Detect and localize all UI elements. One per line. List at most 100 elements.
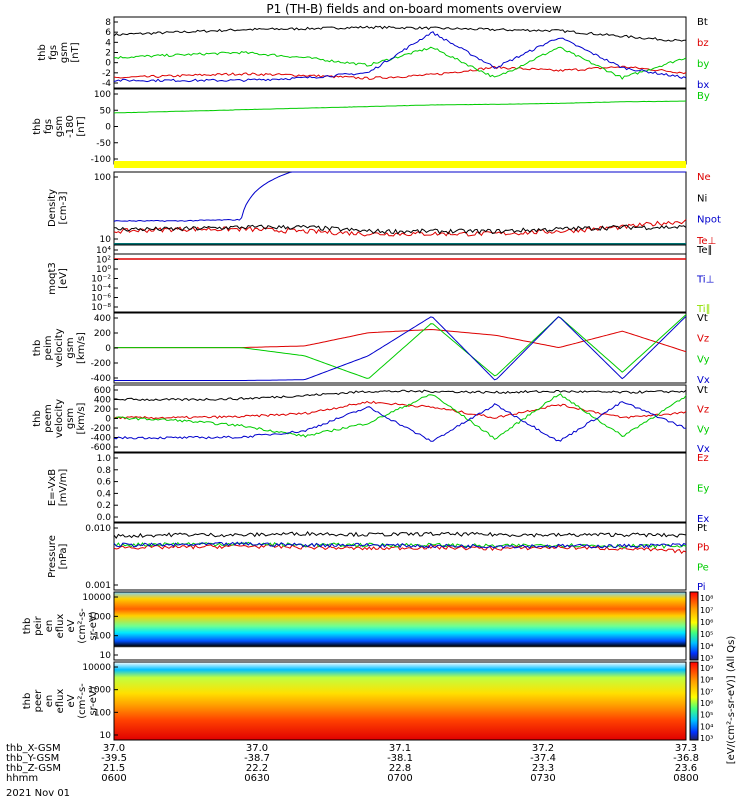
- x-tick-label: 23.3: [532, 763, 554, 774]
- legend-Vt: Vt: [697, 313, 708, 324]
- legend-Vz: Vz: [697, 405, 709, 416]
- y-axis-label: E=-VxB[mV/m]: [47, 469, 69, 507]
- series-Vz: [113, 400, 687, 420]
- x-row-label: thb_X-GSM: [6, 743, 61, 754]
- legend-Pi: Pi: [697, 582, 706, 593]
- colorbar: [689, 591, 699, 661]
- y-tick-label: 10⁻⁶: [91, 294, 111, 304]
- panel-frame: [113, 591, 687, 661]
- series-Vx: [114, 315, 687, 381]
- y-tick-label: 10: [100, 235, 112, 245]
- legend-Bt: Bt: [697, 17, 708, 28]
- y-tick-label: 2: [105, 49, 111, 59]
- colorbar-tick: 10⁸: [700, 594, 713, 603]
- series-bz: [113, 65, 687, 80]
- y-axis-label: thbfgsgsm-180[nT]: [32, 115, 87, 138]
- y-axis-label: thbpeemvelocitygsm[km/s]: [32, 399, 87, 438]
- legend-Te∥: Te∥: [696, 245, 713, 256]
- colorbar-tick: 10⁴: [700, 642, 713, 651]
- panel-frame: [113, 244, 687, 313]
- colorbar-tick: 10³: [700, 654, 713, 663]
- legend-Ez: Ez: [697, 453, 709, 464]
- panel-efield: Ez Ey Ex 1.0 0.8 0.60.4 0.2 0.0 E=-VxB[mV/m]: [47, 452, 709, 525]
- series-bx: [113, 31, 687, 83]
- y-tick-label: -400: [91, 374, 112, 384]
- y-tick-label: 10000: [82, 663, 111, 673]
- legend-Ne: Ne: [697, 172, 711, 183]
- y-tick-label: 100: [94, 632, 111, 642]
- panel-frame: [113, 88, 687, 165]
- y-tick-label: -200: [91, 359, 112, 369]
- y-tick-label: 0.0: [97, 513, 112, 523]
- y-tick-label: 100: [94, 90, 111, 100]
- panel-peim: Vt Vz Vy Vx 400 200 0 -200 -400 thbpeimvelocitygs…: [32, 312, 710, 386]
- series-By: [113, 100, 687, 114]
- colorbar-tick: 10⁸: [700, 676, 713, 685]
- y-tick-label: 100: [94, 708, 111, 718]
- series-Vt: [113, 389, 687, 402]
- x-tick-label: 22.2: [246, 763, 268, 774]
- x-tick-label: -39.5: [101, 753, 127, 764]
- colorbar-tick: 10⁷: [700, 687, 713, 696]
- panel-density: Ne Ni Npot Te⊥ 100 10 Density[cm-3]: [47, 171, 721, 247]
- legend-Te⊥: Te⊥: [696, 236, 716, 247]
- x-tick-label: 0600: [101, 773, 126, 784]
- legend-Ni: Ni: [697, 193, 707, 204]
- y-tick-label: 10: [100, 731, 112, 741]
- y-tick-label: 10⁻⁴: [91, 284, 111, 294]
- x-row-label: thb_Z-GSM: [6, 763, 61, 774]
- x-tick-label: 0800: [673, 773, 698, 784]
- x-tick-label: -36.8: [673, 753, 699, 764]
- panel-peer: 10⁹ 10⁸ 10⁷ 10⁶ 10⁵ 10⁴ 10³ 10000 1000 100 10 thbpe…: [22, 661, 713, 743]
- legend-Vy: Vy: [697, 424, 710, 435]
- y-axis-label: thbpeirenefluxeV(cm²-s-sr-eV): [22, 608, 99, 644]
- y-tick-label: 10⁴: [96, 246, 111, 256]
- panel-peir: 10⁸ 10⁷ 10⁶ 10⁵ 10⁴ 10³ 10000 1000 100 10thbpeire…: [22, 591, 713, 663]
- y-tick-label: 0.001: [85, 581, 111, 591]
- colorbar-tick: 10⁹: [700, 664, 713, 673]
- panel-pressure: Pt Pb Pe Pi 0.010 0.001 Pressure[nPa]: [47, 522, 709, 593]
- series-Pt: [113, 530, 687, 539]
- panel-frame: [113, 171, 687, 245]
- panel-frame: [113, 452, 687, 523]
- y-tick-label: -2: [102, 69, 111, 79]
- y-tick-label: 0: [105, 344, 111, 354]
- colorbar-tick: 10⁶: [700, 618, 713, 627]
- legend-by: by: [697, 59, 709, 70]
- y-tick-label: 400: [94, 396, 111, 406]
- y-tick-label: 400: [94, 314, 111, 324]
- y-tick-label: 10000: [82, 593, 111, 603]
- series-Vy: [114, 393, 687, 440]
- y-tick-label: 10: [100, 651, 112, 661]
- y-tick-label: 10⁰: [96, 265, 111, 275]
- y-tick-label: 0: [105, 415, 111, 425]
- series-Vy: [114, 314, 687, 379]
- y-tick-label: -400: [91, 434, 112, 444]
- x-tick-label: 37.0: [246, 743, 268, 754]
- series-Pi: [113, 541, 687, 549]
- figure-title: P1 (TH-B) fields and on-board moments ov…: [266, 2, 562, 16]
- x-tick-label: 37.1: [389, 743, 411, 754]
- colorbar-tick: 10⁷: [700, 606, 713, 615]
- x-tick-label: 0730: [530, 773, 555, 784]
- x-tick-label: 23.6: [675, 763, 697, 774]
- legend-Vz: Vz: [697, 334, 709, 345]
- series-Npot: [113, 171, 686, 223]
- y-tick-label: 0.010: [85, 524, 111, 534]
- x-tick-label: 22.8: [389, 763, 411, 774]
- colorbar-tick: 10⁵: [700, 711, 713, 720]
- colorbar-tick: 10³: [700, 734, 713, 743]
- y-tick-label: 100: [94, 173, 111, 183]
- colorbar-tick: 10⁶: [700, 699, 713, 708]
- colorbar: [689, 661, 699, 741]
- y-tick-label: 0.4: [97, 489, 112, 499]
- x-tick-label: 0630: [244, 773, 269, 784]
- panels: Btbzbybx86420-2-4thbfgsgsm[nT]By100500-5…: [22, 16, 737, 764]
- x-tick-label: 37.0: [103, 743, 125, 754]
- y-tick-label: 1000: [88, 686, 111, 696]
- series-by: [113, 46, 687, 80]
- x-tick-label: 37.2: [532, 743, 554, 754]
- x-tick-label: 37.3: [675, 743, 697, 754]
